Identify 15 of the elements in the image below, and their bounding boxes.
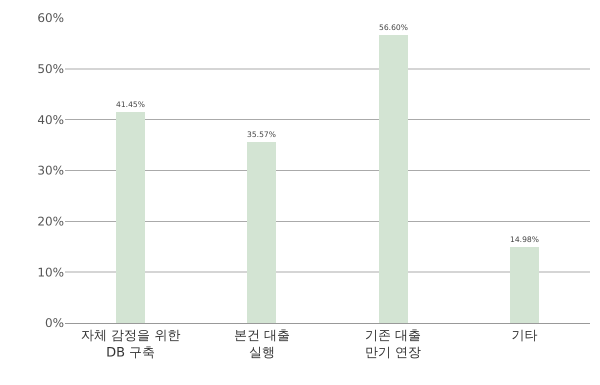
y-tick-label: 10%: [37, 265, 64, 280]
bar: [247, 142, 276, 323]
x-tick-label: 자체 감정을 위한 DB 구축: [80, 328, 180, 360]
bar: [379, 35, 408, 323]
y-tick-label: 40%: [37, 112, 64, 127]
x-tick-label: 기타: [511, 328, 538, 344]
y-tick-label: 0%: [44, 316, 64, 330]
y-tick-label: 60%: [37, 11, 64, 26]
x-tick-label: 기존 대출 만기 연장: [365, 328, 422, 360]
y-tick-label: 30%: [37, 164, 64, 178]
y-tick-label: 50%: [37, 62, 64, 76]
y-tick-label: 20%: [37, 214, 64, 229]
bar: [116, 112, 145, 323]
x-tick-label: 본건 대출 실행: [234, 328, 290, 360]
bar: [510, 247, 539, 323]
